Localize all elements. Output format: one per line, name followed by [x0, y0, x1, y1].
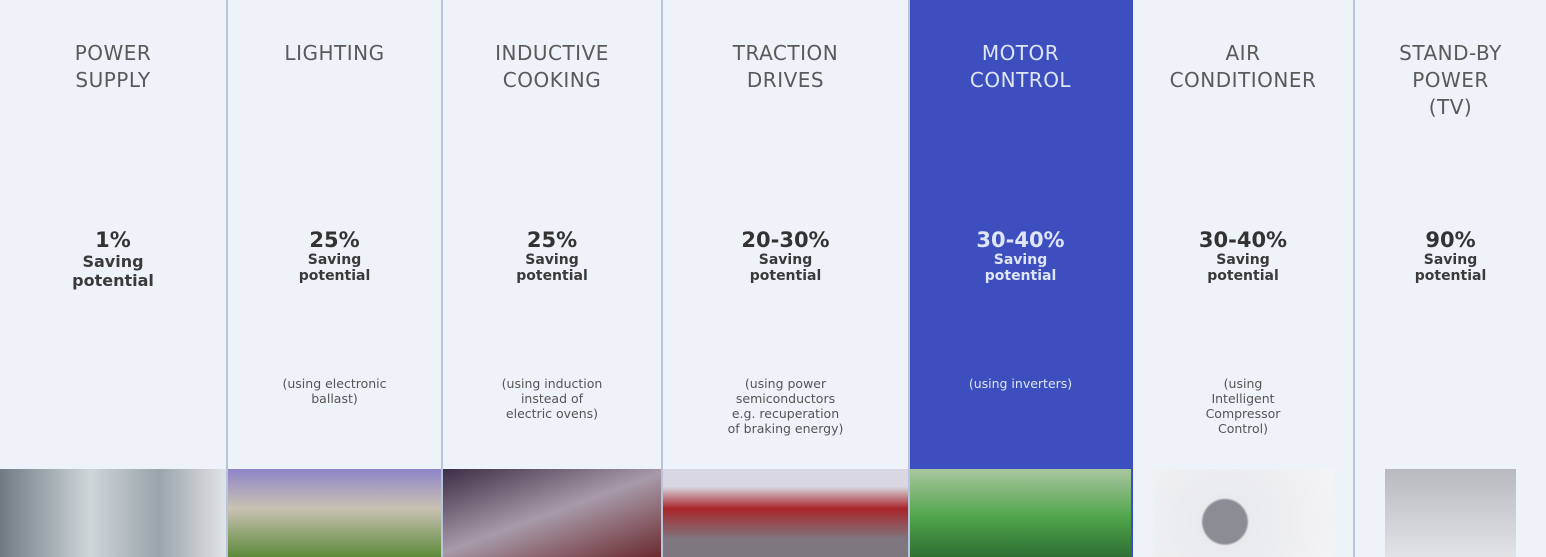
saving-label: Saving potential [0, 252, 226, 290]
column-note: (using electronic ballast) [228, 376, 441, 406]
saving-value: 20-30% [741, 228, 830, 252]
label-line: potential [1207, 268, 1279, 284]
saving-value: 30-40% [976, 228, 1065, 252]
label-line: potential [984, 268, 1057, 284]
column-photo [0, 469, 226, 557]
column-title: TRACTION DRIVES [663, 40, 908, 94]
label-line: Saving [82, 252, 144, 271]
saving-label: Saving potential [443, 252, 661, 284]
column-title: STAND-BY POWER (TV) [1355, 40, 1546, 121]
title-line: MOTOR [981, 41, 1060, 65]
label-line: Saving [1216, 252, 1270, 268]
column-note: (using induction instead of electric ovens… [443, 376, 661, 421]
column: AIR CONDITIONER 30-40% Saving potential (usin… [1133, 0, 1355, 557]
note-line: of braking energy) [727, 421, 844, 436]
saving-value: 1% [95, 228, 131, 252]
title-line: CONDITIONER [1169, 68, 1317, 92]
column-title: POWER SUPPLY [0, 40, 226, 94]
saving-value: 25% [309, 228, 360, 252]
saving-label: Saving potential [228, 252, 441, 284]
column-note: (using inverters) [910, 376, 1131, 391]
title-line: (TV) [1428, 95, 1473, 119]
title-line: TRACTION [732, 41, 839, 65]
note-line: e.g. recuperation [731, 406, 840, 421]
column-photo [443, 469, 661, 557]
title-line: CONTROL [969, 68, 1072, 92]
label-line: Saving [1423, 252, 1478, 268]
saving-label: Saving potential [1133, 252, 1353, 284]
title-line: LIGHTING [284, 41, 385, 65]
column: MOTOR CONTROL 30-40% Saving potential (using … [910, 0, 1133, 557]
label-line: potential [516, 268, 588, 284]
column-title: AIR CONDITIONER [1133, 40, 1353, 94]
column: LIGHTING 25% Saving potential (using electro… [228, 0, 443, 557]
saving-value: 30-40% [1198, 228, 1288, 252]
label-line: potential [298, 268, 371, 284]
title-line: POWER [1412, 68, 1489, 92]
title-line: STAND-BY [1399, 41, 1502, 65]
note-line: Intelligent [1211, 391, 1275, 406]
column-photo [228, 469, 441, 557]
column-photo [1385, 469, 1516, 557]
saving-label: Saving potential [663, 252, 908, 284]
title-line: DRIVES [746, 68, 825, 92]
label-line: potential [749, 268, 822, 284]
saving-value: 25% [526, 228, 578, 252]
column: STAND-BY POWER (TV) 90% Saving potential [1355, 0, 1546, 557]
saving-label: Saving potential [1355, 252, 1546, 284]
note-line: (using inverters) [968, 376, 1073, 391]
saving-label: Saving potential [910, 252, 1131, 284]
column-photo [910, 469, 1131, 557]
column-title: INDUCTIVE COOKING [443, 40, 661, 94]
label-line: Saving [525, 252, 579, 268]
column-note: (using power semiconductors e.g. recuperat… [663, 376, 908, 436]
column-title: MOTOR CONTROL [910, 40, 1131, 94]
note-line: Compressor [1205, 406, 1281, 421]
title-line: COOKING [502, 68, 602, 92]
label-line: Saving [993, 252, 1048, 268]
note-line: semiconductors [735, 391, 836, 406]
title-line: SUPPLY [75, 68, 151, 92]
title-line: INDUCTIVE [495, 41, 609, 65]
title-line: AIR [1225, 41, 1261, 65]
saving-value: 90% [1425, 228, 1476, 252]
note-line: ballast) [311, 391, 358, 406]
column-title: LIGHTING [228, 40, 441, 67]
column: TRACTION DRIVES 20-30% Saving potential (usin… [663, 0, 910, 557]
label-line: potential [1414, 268, 1487, 284]
column: INDUCTIVE COOKING 25% Saving potential (using… [443, 0, 663, 557]
note-line: (using [1223, 376, 1263, 391]
note-line: (using power [744, 376, 827, 391]
column-photo [663, 469, 908, 557]
column: POWER SUPPLY 1% Saving potential [0, 0, 228, 557]
note-line: electric ovens) [505, 406, 599, 421]
note-line: instead of [520, 391, 584, 406]
column-note: (using Intelligent Compressor Control) [1133, 376, 1353, 436]
column-photo [1153, 469, 1333, 557]
note-line: (using electronic [282, 376, 387, 391]
note-line: (using induction [501, 376, 603, 391]
label-line: Saving [307, 252, 362, 268]
title-line: POWER [74, 41, 152, 65]
label-line: Saving [758, 252, 813, 268]
note-line: Control) [1217, 421, 1269, 436]
label-line: potential [72, 271, 154, 290]
